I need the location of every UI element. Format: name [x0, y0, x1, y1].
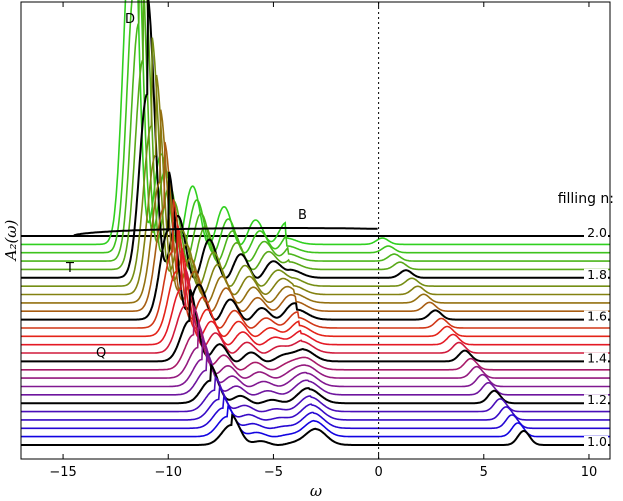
- filling-label-background: [584, 268, 608, 282]
- series-line: [21, 363, 610, 405]
- y-axis-label: A₂(ω): [2, 219, 20, 262]
- series-line: [21, 321, 610, 379]
- filling-label-background: [584, 227, 608, 240]
- series-line: [21, 0, 610, 254]
- series-line: [21, 0, 610, 271]
- series-line: [21, 413, 610, 446]
- filling-label-background: [584, 394, 608, 408]
- filling-label: 1.0: [587, 434, 607, 449]
- series-line: [21, 289, 610, 363]
- filling-label-background: [584, 352, 608, 366]
- series-line: [21, 395, 610, 430]
- series-line: [21, 0, 610, 279]
- series-line: [21, 199, 610, 329]
- x-axis-ticks: −15 −10 −5 0 5 10: [49, 2, 597, 480]
- series-line: [21, 0, 610, 263]
- series-line: [21, 37, 610, 288]
- filling-label: 1.6: [587, 309, 607, 324]
- x-tick-label: −5: [264, 465, 283, 480]
- filling-label-background: [584, 310, 608, 324]
- series-line: [21, 304, 610, 371]
- annotation-d: D: [125, 12, 135, 27]
- x-tick-label: 5: [480, 465, 488, 480]
- series-line: [72, 227, 378, 237]
- series-line: [21, 269, 610, 354]
- series-line: [21, 224, 610, 338]
- plot-frame: [20, 1, 611, 460]
- series-line: [21, 74, 610, 296]
- annotation-t: T: [65, 261, 74, 276]
- series-line: [21, 336, 610, 388]
- series-line: [21, 141, 610, 313]
- x-tick-label: 0: [374, 465, 382, 480]
- series-line: [21, 405, 610, 438]
- annotation-b: B: [298, 208, 307, 223]
- series-line: [21, 0, 610, 246]
- filling-label: 1.8: [587, 267, 607, 282]
- legend-title: filling n:: [558, 191, 614, 207]
- series-line: [21, 386, 610, 421]
- series-line: [21, 350, 610, 396]
- series-curves: [21, 0, 610, 446]
- x-tick-label: −10: [155, 465, 182, 480]
- series-line: [21, 109, 610, 304]
- series-line: [21, 375, 610, 413]
- filling-label: 2.0: [587, 225, 607, 240]
- x-tick-label: −15: [49, 465, 76, 480]
- x-axis-label: ω: [310, 482, 322, 500]
- annotation-q: Q: [96, 346, 106, 361]
- filling-label: 1.4: [587, 350, 607, 365]
- x-tick-label: 10: [581, 465, 598, 480]
- filling-labels: 2.0 1.8 1.6 1.4 1.2 1.0: [584, 225, 608, 449]
- series-line: [21, 248, 610, 346]
- filling-label-background: [584, 436, 608, 449]
- series-line: [21, 171, 610, 321]
- filling-label: 1.2: [587, 392, 607, 407]
